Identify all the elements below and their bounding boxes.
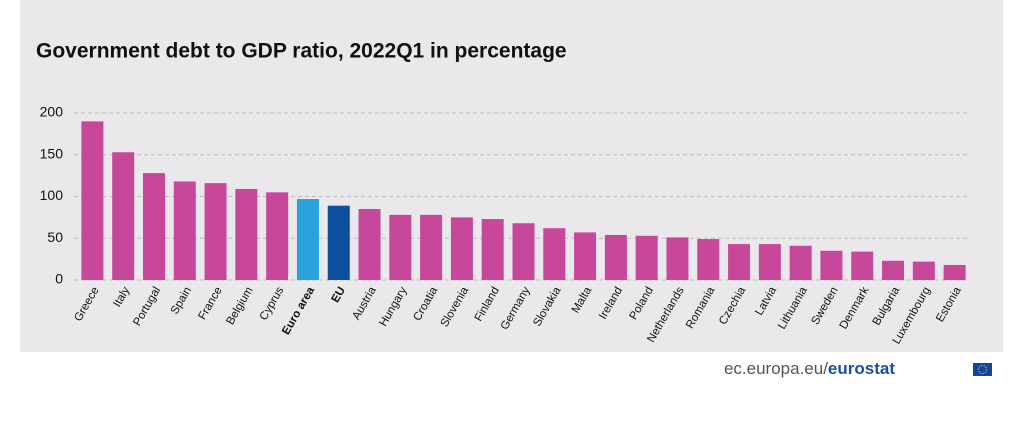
bar <box>204 183 227 280</box>
y-tick-label: 100 <box>40 187 64 203</box>
bar <box>81 121 104 280</box>
bar <box>450 217 473 280</box>
eu-flag <box>973 363 992 376</box>
bar <box>604 234 627 280</box>
bar <box>235 188 258 280</box>
bar <box>420 214 443 280</box>
bar <box>697 239 720 280</box>
bar <box>666 237 689 280</box>
bar <box>266 192 289 280</box>
source-brand: eurostat <box>828 359 895 378</box>
bar <box>728 244 751 280</box>
bar <box>112 152 135 280</box>
bar <box>912 261 935 280</box>
bar <box>173 181 196 280</box>
bar <box>296 199 319 280</box>
bar <box>789 245 812 280</box>
bar <box>481 219 504 280</box>
bar <box>758 244 781 280</box>
bar <box>635 235 658 280</box>
bar <box>389 214 412 280</box>
bar <box>512 223 535 280</box>
bar <box>142 173 165 280</box>
bar <box>882 260 905 280</box>
bar <box>327 205 350 280</box>
bar <box>574 232 597 280</box>
eu-stars <box>977 364 988 375</box>
source-url: ec.europa.eu/ <box>724 359 828 378</box>
source: ec.europa.eu/eurostat <box>724 359 895 378</box>
bar <box>943 264 966 280</box>
y-tick-label: 150 <box>40 145 64 161</box>
y-tick-label: 0 <box>55 271 63 287</box>
bar <box>820 250 843 280</box>
y-tick-label: 50 <box>47 229 63 245</box>
chart-title: Government debt to GDP ratio, 2022Q1 in … <box>36 40 567 63</box>
bar <box>543 228 566 280</box>
panel <box>20 0 1003 352</box>
y-tick-label: 200 <box>40 104 64 120</box>
bar <box>358 209 381 280</box>
bar <box>851 251 874 280</box>
